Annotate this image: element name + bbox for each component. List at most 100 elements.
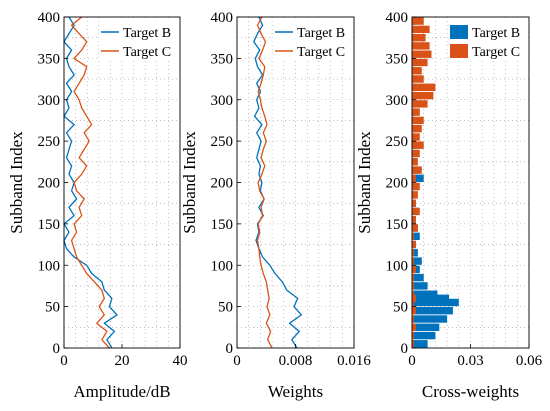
legend-label: Target B (123, 26, 171, 41)
bar (412, 307, 453, 315)
bar (412, 182, 420, 191)
y-tick-label: 0 (53, 341, 61, 357)
y-tick-label: 250 (211, 134, 234, 150)
bar (412, 257, 422, 265)
y-tick-label: 150 (386, 217, 409, 233)
y-axis-label: Subband Index (7, 131, 26, 234)
bar (412, 133, 420, 141)
bar (412, 298, 459, 307)
bar (412, 307, 416, 315)
legend-label: Target B (472, 26, 520, 41)
bar (412, 207, 420, 216)
bar (412, 290, 438, 298)
bar (412, 108, 420, 116)
y-tick-label: 350 (386, 51, 409, 67)
y-tick-label: 0 (226, 341, 234, 357)
bar (412, 273, 414, 282)
y-tick-label: 250 (38, 134, 61, 150)
panel-amplitude: 0 20 40050100150200250300350400Amplitude/d… (7, 10, 188, 401)
x-axis-label: Weights (268, 382, 323, 401)
y-tick-label: 300 (386, 93, 409, 109)
y-tick-label: 150 (38, 217, 61, 233)
y-tick-label: 200 (38, 176, 61, 192)
y-tick-label: 400 (386, 10, 409, 26)
bar (412, 149, 420, 158)
bar (412, 141, 424, 149)
x-tick-label: 0 (408, 353, 416, 369)
y-axis-label: Subband Index (355, 131, 374, 234)
bar (412, 249, 418, 257)
bar (412, 216, 416, 224)
bar (412, 315, 414, 323)
bar (412, 83, 436, 91)
y-tick-label: 400 (211, 10, 234, 26)
bar (412, 331, 436, 340)
axes-box (63, 16, 181, 349)
bar (412, 294, 450, 302)
legend-swatch (450, 25, 468, 39)
bar (412, 50, 432, 58)
y-tick-label: 100 (386, 258, 409, 274)
y-tick-label: 350 (38, 51, 61, 67)
bar (412, 91, 434, 100)
x-tick-label: 0.06 (516, 353, 543, 369)
legend-label: Target C (472, 45, 520, 60)
series-line-target-c (256, 16, 273, 349)
bar (412, 17, 424, 25)
bar (412, 125, 422, 133)
bar (412, 166, 422, 174)
y-tick-label: 100 (38, 258, 61, 274)
y-tick-label: 350 (211, 51, 234, 67)
bar (412, 282, 428, 290)
x-tick-label: 20 (115, 353, 130, 369)
x-axis-label: Cross-weights (422, 382, 519, 401)
series-line-target-c (70, 16, 110, 349)
panel-weights: 0 0.008 0.016 0 50 100 150 200 250 300 350 400 Weigh… (180, 10, 371, 401)
bar (412, 232, 414, 240)
bar (412, 240, 416, 249)
legend-box (273, 21, 351, 61)
bar (412, 100, 428, 108)
y-tick-label: 150 (211, 217, 234, 233)
bar (412, 199, 416, 207)
bar (412, 323, 440, 331)
y-axis-label: Subband Index (180, 131, 199, 234)
bar (412, 282, 414, 290)
x-tick-label: 0 (60, 353, 68, 369)
y-tick-label: 200 (386, 176, 409, 192)
y-tick-label: 0 (401, 341, 409, 357)
y-tick-label: 100 (211, 258, 234, 274)
panel-cross-weights: 0 0.03 0.06 0 50 100 150 200 250 300 350 400 Cross-w… (355, 10, 543, 401)
bar (412, 224, 418, 232)
y-tick-label: 300 (38, 93, 61, 109)
bar (412, 34, 426, 42)
legend-box (99, 21, 177, 61)
x-tick-label: 40 (173, 353, 188, 369)
y-tick-label: 50 (45, 300, 60, 316)
bar (412, 315, 448, 323)
bar (412, 116, 424, 125)
bar (412, 298, 414, 307)
axes-box (236, 16, 355, 349)
bar (412, 257, 414, 265)
x-tick-label: 0.008 (279, 353, 313, 369)
y-tick-label: 200 (211, 176, 234, 192)
bar (412, 331, 414, 340)
legend-label: Target B (297, 26, 345, 41)
y-tick-label: 50 (393, 300, 408, 316)
x-tick-label: 0.016 (337, 353, 371, 369)
bar (412, 174, 424, 182)
series-line-target-b (63, 16, 118, 349)
x-axis-label: Amplitude/dB (73, 382, 170, 401)
bar (412, 249, 414, 257)
bar (412, 273, 424, 282)
bar (412, 174, 416, 182)
bar (412, 294, 416, 302)
x-tick-label: 0 (233, 353, 241, 369)
legend-label: Target C (123, 45, 171, 60)
legend-label: Target C (297, 45, 345, 60)
bar (412, 232, 420, 240)
bar (412, 340, 414, 348)
x-tick-label: 0.03 (457, 353, 483, 369)
